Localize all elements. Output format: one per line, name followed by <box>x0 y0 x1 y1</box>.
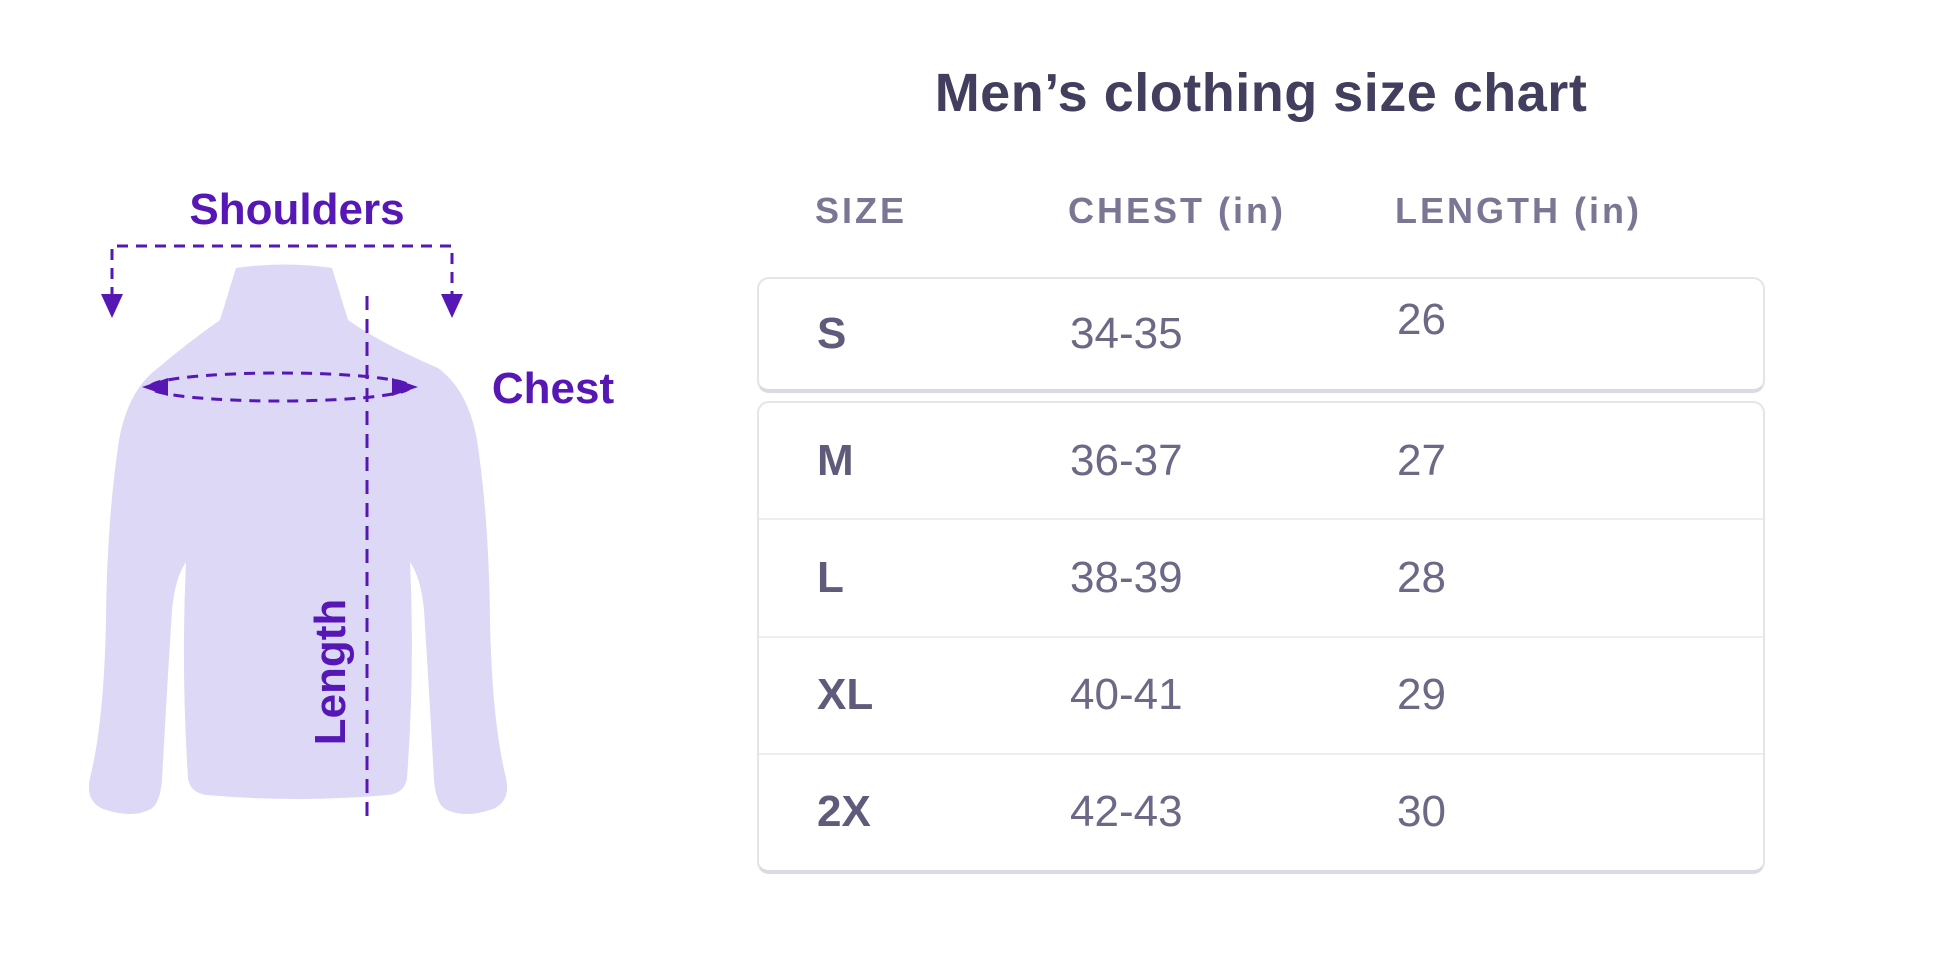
length-value: 28 <box>1397 552 1446 602</box>
column-header-chest: CHEST (in) <box>1068 190 1286 231</box>
chest-value: 34-35 <box>1070 309 1183 358</box>
column-header-size: SIZE <box>815 190 908 231</box>
length-value: 27 <box>1397 435 1446 485</box>
size-value: M <box>817 435 854 485</box>
arrow-down-left-icon <box>101 294 123 318</box>
chest-value: 38-39 <box>1070 552 1183 602</box>
length-value: 29 <box>1397 670 1446 720</box>
chest-value: 42-43 <box>1070 787 1183 837</box>
table-row: L 38-39 28 <box>759 518 1763 635</box>
size-value: S <box>817 309 847 358</box>
arrow-right-icon <box>392 378 418 396</box>
chest-value: 40-41 <box>1070 670 1183 720</box>
table-row: XL 40-41 29 <box>759 635 1763 753</box>
table-row: 2X 42-43 30 <box>759 752 1763 870</box>
size-value: 2X <box>817 787 871 837</box>
shirt-silhouette <box>88 264 508 814</box>
arrow-left-icon <box>142 378 168 396</box>
shirt-measurement-diagram: Shoulders Chest Length <box>88 185 615 820</box>
chest-label: Chest <box>492 364 615 413</box>
column-header-length: LENGTH (in) <box>1395 190 1642 231</box>
table-row: M 36-37 27 <box>759 403 1763 518</box>
size-row-card-s: S 34-35 26 <box>757 277 1765 393</box>
shoulders-measure-line <box>110 244 454 298</box>
shoulders-label: Shoulders <box>189 185 404 234</box>
chest-value: 36-37 <box>1070 435 1183 485</box>
length-value: 30 <box>1397 787 1446 837</box>
size-value: L <box>817 552 844 602</box>
arrow-down-right-icon <box>441 294 463 318</box>
length-value: 26 <box>1397 295 1446 344</box>
table-row: S 34-35 26 <box>759 279 1763 389</box>
size-value: XL <box>817 670 874 720</box>
length-label: Length <box>306 599 355 746</box>
page-title: Men’s clothing size chart <box>934 63 1588 123</box>
size-rows-card: M 36-37 27 L 38-39 28 XL 40-41 29 2X 42-… <box>757 401 1765 874</box>
table-header: SIZE CHEST (in) LENGTH (in) <box>757 190 1765 236</box>
